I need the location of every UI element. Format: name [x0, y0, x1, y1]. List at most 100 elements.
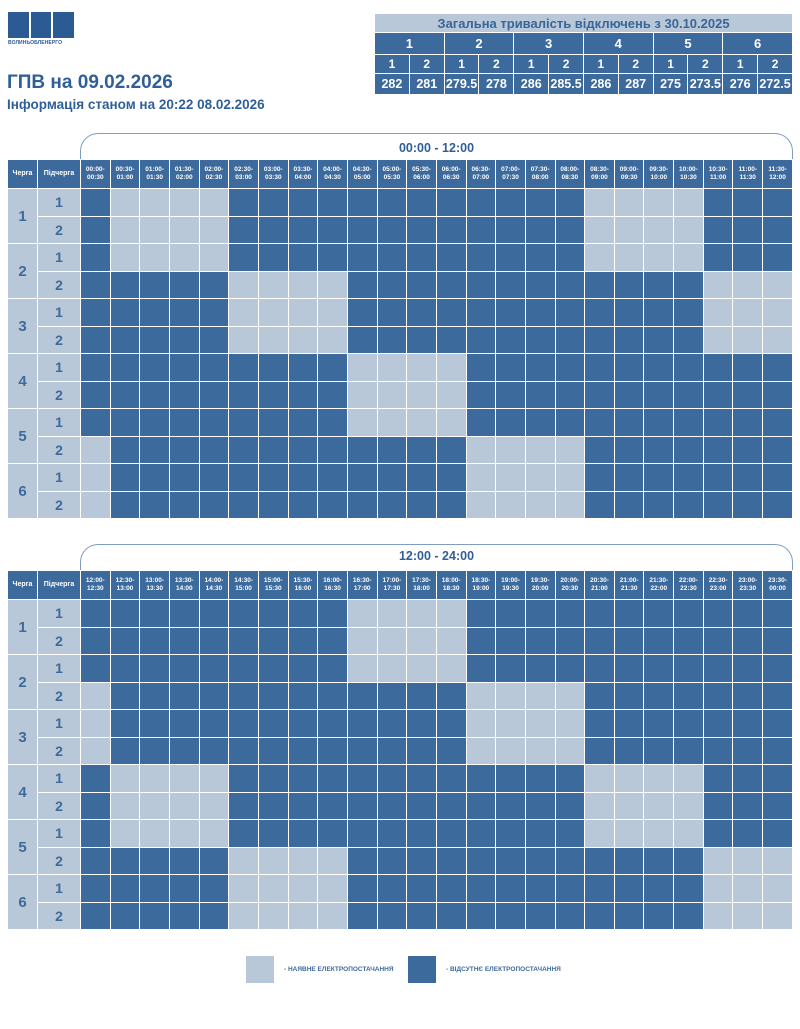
slot-power-off	[435, 681, 467, 710]
slot-power-off	[702, 408, 734, 437]
schedule-table: Черга Підчерга 12:00- 12:30 12:30- 13:00 13:…	[7, 570, 793, 930]
slot-power-off	[732, 791, 764, 820]
slot-power-off	[732, 408, 764, 437]
slot-power-off	[643, 380, 675, 409]
slot-power-off	[732, 243, 764, 272]
slot-power-off	[198, 681, 230, 710]
summary-hours-value: 273.5	[687, 73, 724, 95]
slot-power-on	[139, 819, 170, 848]
outage-duration-summary: Загальна тривалість відключень з 30.10.2…	[374, 13, 793, 95]
slot-power-off	[732, 435, 764, 464]
slot-power-off	[139, 736, 170, 765]
slot-power-off	[524, 901, 556, 930]
slot-power-on	[732, 874, 764, 903]
summary-subqueue: 1	[652, 54, 689, 74]
slot-power-off	[168, 626, 200, 655]
slot-power-off	[554, 791, 586, 820]
slot-power-on	[524, 736, 556, 765]
slot-power-off	[346, 874, 378, 903]
slot-power-off	[317, 435, 348, 464]
slot-power-off	[584, 490, 615, 519]
slot-power-on	[228, 846, 259, 875]
time-slot-header: 16:30- 17:00	[346, 570, 378, 600]
slot-power-on	[168, 243, 200, 272]
slot-power-off	[287, 709, 319, 738]
slot-power-off	[376, 490, 408, 519]
slot-power-off	[198, 626, 230, 655]
slot-power-off	[732, 819, 764, 848]
slot-power-off	[702, 380, 734, 409]
slot-power-off	[80, 599, 111, 628]
summary-hours-value: 286	[513, 73, 550, 95]
slot-power-off	[287, 791, 319, 820]
slot-power-off	[198, 654, 230, 683]
slot-power-off	[702, 709, 734, 738]
slot-power-off	[109, 626, 141, 655]
slot-power-on	[643, 243, 675, 272]
slot-power-off	[702, 243, 734, 272]
slot-power-on	[584, 188, 615, 217]
summary-hours-value: 282	[374, 73, 410, 95]
time-slot-header: 11:30- 12:00	[762, 159, 793, 189]
slot-power-off	[495, 819, 526, 848]
slot-power-off	[554, 215, 586, 244]
slot-power-on	[228, 901, 259, 930]
slot-power-off	[406, 846, 437, 875]
slot-power-off	[584, 626, 615, 655]
summary-hours-value: 286	[582, 73, 619, 95]
subqueue-label: 2	[37, 490, 81, 519]
slot-power-off	[495, 764, 526, 793]
slot-power-off	[732, 736, 764, 765]
slot-power-off	[317, 490, 348, 519]
time-slot-header: 12:00- 12:30	[80, 570, 111, 600]
column-header-queue: Черга	[7, 570, 38, 600]
subqueue-label: 1	[37, 298, 81, 327]
slot-power-on	[228, 325, 259, 354]
logo-text: ВОЛИНЬОБЛЕНЕРГО	[8, 40, 63, 46]
slot-power-on	[257, 298, 289, 327]
slot-power-on	[257, 846, 289, 875]
summary-subqueue: 2	[548, 54, 584, 74]
slot-power-off	[109, 380, 141, 409]
slot-power-off	[495, 791, 526, 820]
slot-power-off	[643, 626, 675, 655]
slot-power-on	[554, 463, 586, 492]
slot-power-off	[228, 435, 259, 464]
queue-label: 6	[7, 874, 38, 930]
slot-power-on	[495, 709, 526, 738]
slot-power-off	[762, 736, 793, 765]
slot-power-off	[435, 270, 467, 299]
slot-power-on	[554, 709, 586, 738]
slot-power-off	[406, 215, 437, 244]
slot-power-off	[732, 353, 764, 382]
slot-power-off	[228, 188, 259, 217]
slot-power-on	[495, 736, 526, 765]
queue-label: 5	[7, 408, 38, 464]
slot-power-off	[584, 353, 615, 382]
slot-power-on	[732, 270, 764, 299]
slot-power-off	[465, 215, 497, 244]
slot-power-on	[346, 599, 378, 628]
slot-power-off	[465, 298, 497, 327]
slot-power-off	[228, 243, 259, 272]
slot-power-off	[317, 188, 348, 217]
queue-label: 3	[7, 709, 38, 765]
slot-power-off	[317, 599, 348, 628]
summary-queue-1: 1	[374, 32, 445, 55]
slot-power-off	[732, 681, 764, 710]
slot-power-on	[139, 215, 170, 244]
time-slot-header: 23:30- 00:00	[762, 570, 793, 600]
slot-power-off	[346, 490, 378, 519]
slot-power-off	[732, 490, 764, 519]
slot-power-off	[198, 736, 230, 765]
slot-power-on	[168, 215, 200, 244]
slot-power-off	[80, 188, 111, 217]
column-header-subqueue: Підчерга	[37, 570, 81, 600]
slot-power-on	[287, 325, 319, 354]
queue-label: 6	[7, 463, 38, 519]
slot-power-off	[198, 490, 230, 519]
slot-power-on	[732, 325, 764, 354]
slot-power-off	[732, 626, 764, 655]
slot-power-off	[198, 874, 230, 903]
slot-power-off	[287, 819, 319, 848]
